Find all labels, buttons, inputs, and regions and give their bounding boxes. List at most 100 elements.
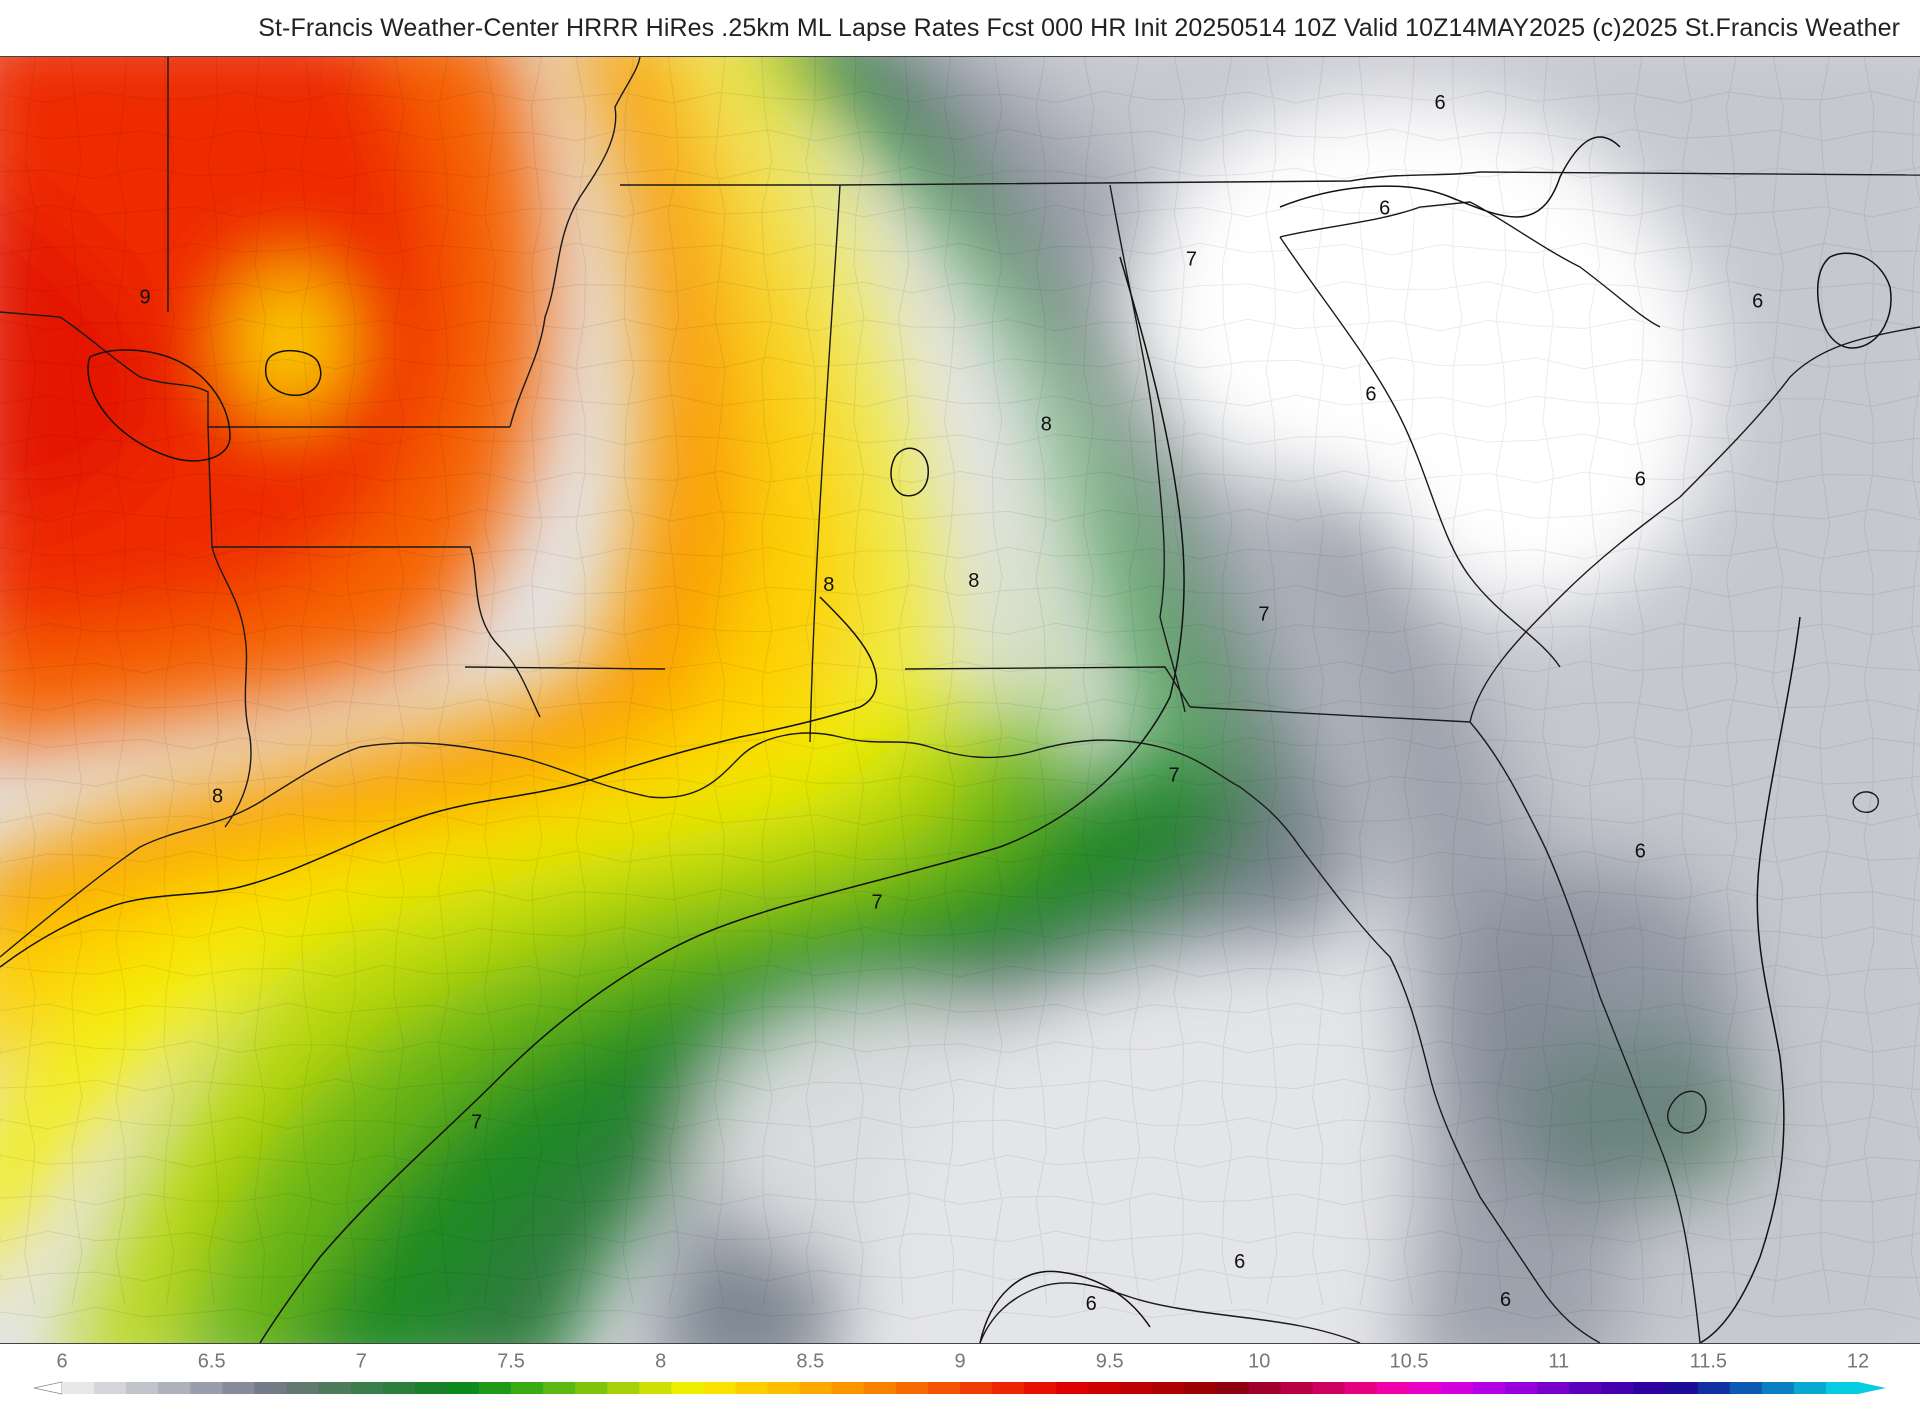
contour-label: 6: [1379, 198, 1390, 220]
colorbar-swatch: [992, 1382, 1025, 1394]
contour-label: 8: [823, 574, 834, 596]
colorbar-swatch: [1216, 1382, 1250, 1394]
colorbar-swatch: [126, 1382, 159, 1394]
colorbar-swatch: [799, 1382, 833, 1394]
isopleths: [0, 136, 1892, 1343]
colorbar-swatch: [1473, 1382, 1506, 1394]
state-boundaries: [0, 57, 1920, 828]
colorbar-swatch: [671, 1382, 705, 1394]
contour-labels: 9 8 8 8 8 7 7 7 7 7 6 6 6 6 6 6 6 6 6: [139, 92, 1763, 1315]
colorbar-swatch: [1825, 1382, 1859, 1394]
colorbar-swatch: [1729, 1382, 1763, 1394]
colorbar-swatch: [1569, 1382, 1603, 1394]
colorbar-swatch: [1280, 1382, 1314, 1394]
gold-spot: [235, 272, 345, 412]
contour-label: 6: [1234, 1251, 1245, 1273]
isopleth-9: [87, 349, 231, 462]
colorbar-swatch: [222, 1382, 256, 1394]
contour-label: 6: [1635, 468, 1646, 490]
colorbar-swatch: [511, 1382, 544, 1394]
colorbar-swatch: [1120, 1382, 1154, 1394]
colorbar-swatch: [767, 1382, 801, 1394]
band-green: [286, 57, 1192, 1343]
colorbar-swatch: [350, 1382, 384, 1394]
colorbar-swatch: [62, 1382, 95, 1394]
band-gray-dark: [871, 57, 1626, 1343]
bahamas-island: [1852, 791, 1879, 813]
colorbar-tick-label: 6: [56, 1350, 67, 1372]
isopleth-7: [259, 256, 1185, 1343]
isopleth-6-florida: [1699, 616, 1801, 1343]
colorbar-swatch: [1441, 1382, 1474, 1394]
colorbar-swatch: [639, 1382, 672, 1394]
colorbar-swatch: [1761, 1382, 1795, 1394]
colorbar-swatch: [158, 1382, 191, 1394]
colorbar-swatch: [543, 1382, 576, 1394]
colorbar-tick-label: 11: [1548, 1350, 1569, 1372]
contour-label: 6: [1434, 92, 1445, 114]
mississippi-river: [509, 57, 641, 428]
colorbar-swatch: [1601, 1382, 1635, 1394]
carolina-white2: [1350, 167, 1710, 607]
colorbar-swatch: [927, 1382, 961, 1394]
colorbar-tick-label: 12: [1847, 1350, 1869, 1372]
georgia-sc-border: [1279, 236, 1561, 668]
band-orange: [0, 57, 748, 938]
colorbar-swatch: [1152, 1382, 1186, 1394]
contour-label: 6: [1635, 841, 1646, 863]
colorbar-swatch: [1056, 1382, 1089, 1394]
band-yellow: [0, 57, 928, 1251]
contour-label: 9: [139, 286, 150, 308]
gulf-light: [700, 997, 1100, 1277]
colorbar-swatch: [94, 1382, 127, 1394]
contour-label: 8: [212, 786, 223, 808]
mississippi-alabama-border: [809, 184, 841, 743]
contour-label: 7: [1258, 604, 1269, 626]
louisiana-mississippi-line: [464, 666, 666, 670]
colorbar-swatch: [190, 1382, 223, 1394]
colorbar-tick-label: 9.5: [1096, 1350, 1124, 1372]
colorbar-tick-label: 8.5: [796, 1350, 824, 1372]
florida-slate: [1450, 857, 1750, 1217]
band-red: [0, 57, 446, 643]
tennessee-nc-border: [839, 171, 1481, 186]
contour-label: 6: [1500, 1289, 1511, 1311]
colorbar-swatch: [607, 1382, 640, 1394]
colorbar-swatch: [960, 1382, 993, 1394]
colorbar-min-arrow: [33, 1381, 63, 1395]
colorbar-swatch: [1344, 1382, 1378, 1394]
nc-va-border: [1479, 171, 1920, 176]
colorbar-swatch: [1376, 1382, 1410, 1394]
colorbar-swatch: [446, 1382, 480, 1394]
texas-louisiana-border: [207, 426, 252, 828]
colorbar-swatch: [1793, 1382, 1827, 1394]
texas-oklahoma-border: [0, 311, 510, 428]
colorbar-swatch: [575, 1382, 608, 1394]
map-canvas: 9 8 8 8 8 7 7 7 7 7 6 6 6 6 6 6 6 6 6: [0, 57, 1920, 1343]
isopleth-6-atlantic: [1817, 252, 1892, 349]
band-yellow-green: [74, 57, 981, 1343]
colorbar-tick-label: 10.5: [1390, 1350, 1429, 1372]
colorbar-swatch: [1665, 1382, 1699, 1394]
contour-label: 8: [1041, 413, 1052, 435]
colorbar-swatch: [1697, 1382, 1731, 1394]
colorbar-max-arrow: [1858, 1382, 1886, 1394]
contour-label: 7: [1169, 764, 1180, 786]
isopleth-8-texas: [0, 596, 878, 968]
colorbar-swatch: [286, 1382, 320, 1394]
colorbar-swatch: [382, 1382, 416, 1394]
colorbar-swatches: [33, 1381, 1886, 1395]
colorbar-tick-label: 8: [655, 1350, 666, 1372]
colorbar-swatch: [1633, 1382, 1667, 1394]
atlantic-coast: [1469, 326, 1920, 723]
colorbar-tick-label: 7.5: [497, 1350, 525, 1372]
colorbar-swatch: [1312, 1382, 1346, 1394]
colorbar-swatch: [318, 1382, 352, 1394]
colorbar-swatch: [1248, 1382, 1282, 1394]
isopleth-6-carolina: [1279, 136, 1621, 218]
nc-sc-border: [1279, 201, 1661, 328]
contour-label: 7: [872, 891, 883, 913]
contour-label: 6: [1752, 291, 1763, 313]
contour-label: 8: [968, 570, 979, 592]
colorbar-tick-label: 10: [1248, 1350, 1270, 1372]
